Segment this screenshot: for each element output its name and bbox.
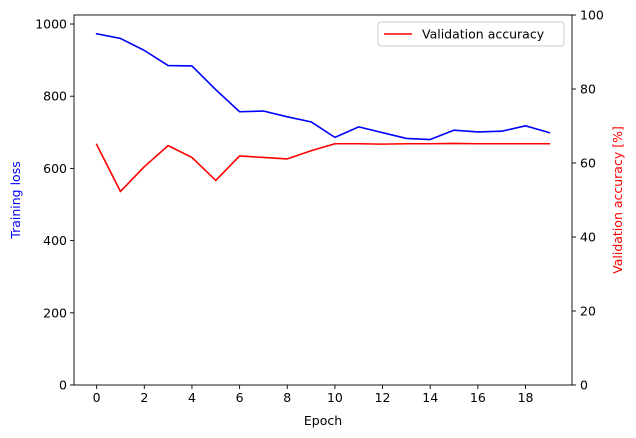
legend-box [377, 21, 565, 47]
x-tick-label: 16 [470, 390, 486, 405]
right-tick-label: 20 [580, 304, 596, 319]
x-axis-label: Epoch [304, 413, 342, 428]
x-tick-label: 6 [236, 390, 244, 405]
left-axis-label: Training loss [8, 161, 23, 239]
left-tick-label: 400 [43, 233, 67, 248]
series-layer [95, 32, 551, 193]
x-tick-label: 18 [518, 390, 534, 405]
x-tick-label: 2 [140, 390, 148, 405]
right-tick-label: 40 [580, 230, 596, 245]
plot-frame [73, 14, 573, 386]
series-line-validation-accuracy [95, 142, 551, 193]
left-tick-label: 0 [59, 378, 67, 393]
series-line-training-loss [95, 32, 551, 141]
left-tick-label: 200 [43, 305, 67, 320]
x-tick-label: 14 [422, 390, 438, 405]
left-tick-label: 1000 [35, 17, 67, 32]
right-tick-label: 80 [580, 82, 596, 97]
legend: Validation accuracy [377, 21, 565, 47]
right-tick-label: 60 [580, 156, 596, 171]
right-tick-label: 0 [580, 378, 588, 393]
x-tick-label: 4 [188, 390, 196, 405]
x-tick-label: 12 [375, 390, 391, 405]
x-tick-label: 8 [283, 390, 291, 405]
legend-label: Validation accuracy [422, 27, 545, 42]
x-tick-label: 0 [93, 390, 101, 405]
x-tick-label: 10 [327, 390, 343, 405]
right-tick-label: 100 [580, 8, 604, 23]
left-tick-label: 800 [43, 89, 67, 104]
right-axis-label: Validation accuracy [%] [610, 126, 625, 274]
left-tick-label: 600 [43, 161, 67, 176]
axes-layer: 0 2 4 6 8 10 12 14 16 18Epoch02004006008001000Tra… [8, 8, 625, 429]
